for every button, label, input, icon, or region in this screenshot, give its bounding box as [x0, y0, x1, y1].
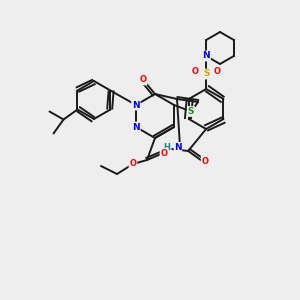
Text: O: O — [160, 148, 167, 158]
Text: H: H — [163, 142, 170, 152]
Text: O: O — [130, 158, 136, 167]
Text: O: O — [192, 68, 199, 76]
Text: O: O — [214, 68, 220, 76]
Text: N: N — [174, 142, 182, 152]
Text: O: O — [202, 157, 208, 166]
Text: S: S — [203, 70, 209, 79]
Text: O: O — [140, 76, 146, 85]
Text: N: N — [202, 52, 210, 61]
Text: S: S — [188, 107, 194, 116]
Text: N: N — [132, 100, 140, 109]
Text: N: N — [132, 122, 140, 131]
